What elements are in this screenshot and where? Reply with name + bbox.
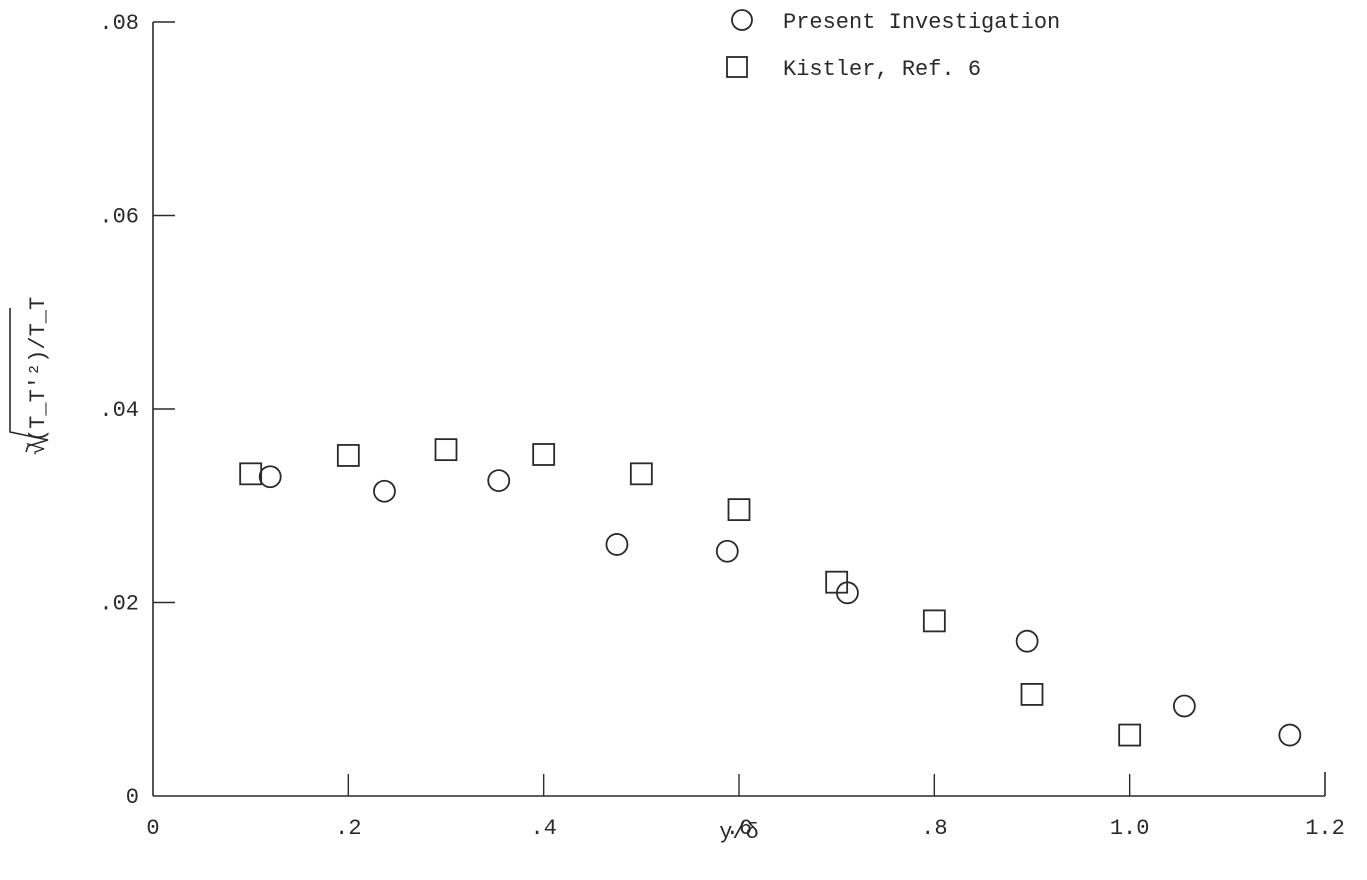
series-kistler (239, 438, 1142, 747)
y-tick-label: .08 (99, 11, 139, 36)
data-point-circle (605, 533, 629, 556)
data-point-square (336, 444, 360, 467)
data-point-square (629, 462, 653, 486)
data-point-square (1020, 683, 1044, 706)
legend-square-icon (726, 56, 748, 78)
x-tick-label: .4 (530, 816, 556, 841)
data-point-circle (487, 469, 511, 492)
x-tick-label: .6 (726, 816, 752, 841)
data-point-square (825, 570, 849, 594)
series-present-investigation (258, 465, 1302, 747)
data-point-circle (1172, 694, 1196, 718)
y-tick-label: .02 (99, 592, 139, 617)
data-point-circle (258, 465, 282, 489)
data-point-square (727, 498, 751, 522)
data-point-circle (1278, 723, 1302, 747)
x-axis-title: y/δ (719, 820, 759, 845)
y-tick-label: 0 (126, 785, 139, 810)
y-axis-title-text: √(T_T'²)/T_T (26, 297, 51, 455)
x-tick-label: 1.0 (1110, 816, 1150, 841)
data-point-square (532, 443, 556, 466)
data-point-circle (373, 479, 396, 503)
legend-label-present-investigation: Present Investigation (783, 10, 1060, 35)
legend-item-present-investigation: Present Investigation (731, 9, 1060, 35)
x-tick-label: 1.2 (1305, 816, 1345, 841)
legend: Present Investigation Kistler, Ref. 6 (726, 9, 1060, 82)
x-ticks: 0 .2 .4 .6 .8 1.0 1.2 (146, 774, 1345, 841)
data-point-square (434, 438, 458, 462)
y-axis-title: √(T_T'²)/T_T (9, 297, 51, 455)
data-point-circle (1015, 629, 1039, 653)
legend-circle-icon (731, 9, 753, 31)
legend-item-kistler: Kistler, Ref. 6 (726, 56, 981, 82)
data-point-square (1118, 723, 1142, 747)
y-ticks: 0 .02 .04 .06 .08 (99, 11, 175, 810)
legend-label-kistler: Kistler, Ref. 6 (783, 57, 981, 82)
data-point-square (239, 462, 263, 486)
x-tick-label: .8 (921, 816, 947, 841)
y-axis-title-radical-icon (9, 308, 49, 453)
data-point-circle (715, 539, 739, 563)
data-series (239, 438, 1302, 747)
x-tick-label: .2 (335, 816, 361, 841)
y-tick-label: .04 (99, 398, 139, 423)
data-point-square (922, 609, 946, 633)
y-tick-label: .06 (99, 205, 139, 230)
axes (152, 22, 1326, 797)
x-tick-label: 0 (146, 816, 159, 841)
